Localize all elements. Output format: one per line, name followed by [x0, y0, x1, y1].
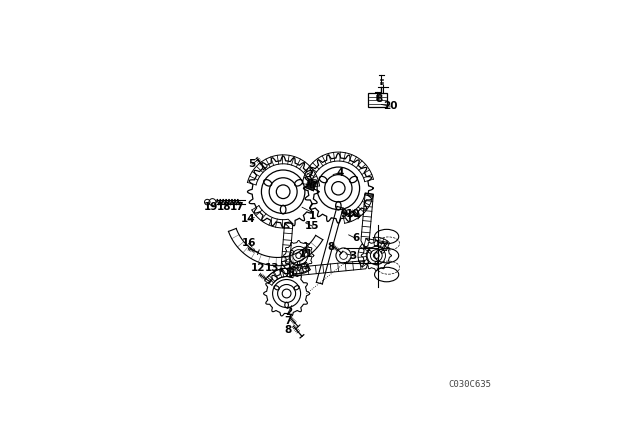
Text: 4: 4: [337, 168, 344, 178]
Text: 8: 8: [376, 94, 383, 103]
Text: 18: 18: [217, 202, 232, 212]
Text: 12: 12: [251, 263, 266, 273]
Text: 15: 15: [305, 221, 320, 231]
Text: 1: 1: [309, 211, 316, 221]
Text: 7: 7: [285, 316, 292, 326]
Text: 16: 16: [241, 238, 256, 249]
Text: 2: 2: [285, 307, 292, 318]
Text: 20: 20: [383, 101, 397, 111]
Text: 3: 3: [349, 250, 356, 261]
Text: 6: 6: [352, 233, 359, 243]
Text: 13: 13: [265, 263, 280, 273]
Text: 5: 5: [248, 159, 256, 169]
Text: 8: 8: [328, 242, 335, 252]
Text: 10: 10: [346, 209, 360, 219]
Text: 17: 17: [230, 202, 245, 212]
Text: 11: 11: [298, 249, 313, 259]
Text: 9: 9: [341, 209, 348, 219]
Text: 8: 8: [285, 325, 292, 335]
Text: 14: 14: [241, 214, 255, 224]
Text: 19: 19: [204, 202, 218, 212]
Text: C030C635: C030C635: [448, 380, 491, 389]
